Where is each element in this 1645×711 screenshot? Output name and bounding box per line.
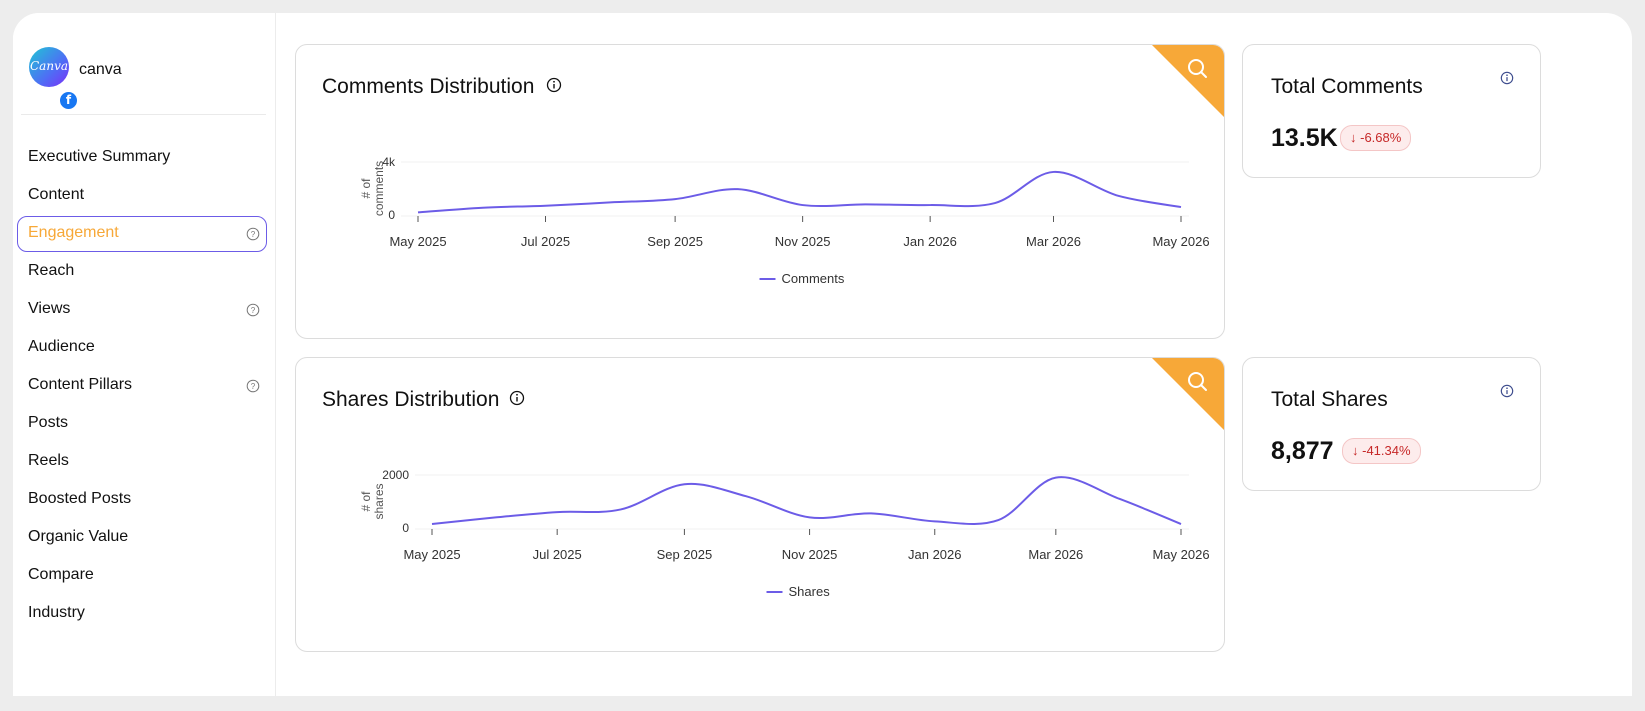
help-icon[interactable]: ?	[246, 303, 260, 317]
sidebar-nav: Executive Summary Content Engagement? Reach…	[17, 140, 267, 634]
help-icon[interactable]: ?	[246, 227, 260, 241]
canva-logo-icon: Canva f	[29, 47, 79, 111]
x-tick-label: May 2026	[1152, 547, 1209, 562]
sidebar-item-views[interactable]: Views?	[17, 292, 267, 328]
sidebar-item-reels[interactable]: Reels	[17, 444, 267, 480]
y-axis-label: # ofshares	[359, 483, 386, 519]
search-icon	[1188, 372, 1207, 391]
sidebar-item-label: Content Pillars	[28, 376, 133, 393]
x-tick-label: Jan 2026	[908, 547, 962, 562]
app-frame: Canva f canva Executive Summary Content En…	[13, 13, 1632, 696]
y-axis-label: # ofcomments	[359, 161, 386, 216]
y-tick-label: 2000	[382, 468, 409, 482]
search-icon	[1188, 59, 1207, 78]
shares-distribution-card: Shares Distribution 0 2000 # ofshares May 2…	[295, 357, 1225, 652]
sidebar-item-label: Engagement	[28, 224, 119, 241]
sidebar-item-label: Industry	[28, 604, 85, 621]
logo-text: Canva	[30, 59, 68, 73]
svg-text:?: ?	[251, 230, 256, 239]
x-tick-label: May 2025	[403, 547, 460, 562]
change-badge: ↓ -6.68%	[1340, 125, 1412, 151]
sidebar-item-executive-summary[interactable]: Executive Summary	[17, 140, 267, 176]
x-tick-label: Jan 2026	[903, 234, 957, 249]
legend-label: Comments	[782, 271, 845, 286]
x-tick-label: Sep 2025	[647, 234, 703, 249]
total-shares-card: Total Shares 8,877 ↓ -41.34%	[1242, 357, 1541, 491]
x-tick-label: Nov 2025	[775, 234, 831, 249]
comments-chart: 0 4k# ofcomments May 2025 Jul 2025 Sep 2025 N…	[359, 155, 1210, 286]
series-line-comments	[417, 170, 1182, 214]
help-icon[interactable]: ?	[246, 379, 260, 393]
sidebar-item-label: Reach	[28, 262, 75, 279]
y-tick-label: 0	[402, 521, 409, 535]
shares-chart: 0 2000# ofshares May 2025 Jul 2025 Sep 2025 N…	[359, 468, 1210, 599]
x-tick-label: Jul 2025	[521, 234, 570, 249]
stat-value: 13.5K	[1271, 124, 1338, 152]
sidebar-item-posts[interactable]: Posts	[17, 406, 267, 442]
info-icon[interactable]	[1500, 384, 1514, 398]
stat-value: 8,877	[1271, 437, 1334, 465]
facebook-icon: f	[58, 90, 79, 111]
info-icon[interactable]	[546, 77, 562, 93]
sidebar-item-label: Executive Summary	[28, 148, 171, 165]
x-tick-label: Mar 2026	[1028, 547, 1083, 562]
card-title: Comments Distribution	[322, 75, 535, 98]
legend-label: Shares	[789, 584, 831, 599]
comments-distribution-card: Comments Distribution 0 4k # ofcomments May…	[295, 44, 1225, 339]
x-tick-label: Sep 2025	[657, 547, 713, 562]
sidebar-item-label: Views	[28, 300, 71, 317]
sidebar-item-label: Audience	[28, 338, 95, 355]
sidebar-item-organic-value[interactable]: Organic Value	[17, 520, 267, 556]
brand-name: canva	[79, 61, 122, 78]
sidebar-item-compare[interactable]: Compare	[17, 558, 267, 594]
sidebar-item-label: Posts	[28, 414, 69, 431]
x-tick-label: Jul 2025	[533, 547, 582, 562]
x-tick-label: May 2025	[389, 234, 446, 249]
x-tick-label: Nov 2025	[782, 547, 838, 562]
sidebar-item-content-pillars[interactable]: Content Pillars?	[17, 368, 267, 404]
zoom-corner-button[interactable]	[1152, 45, 1224, 117]
sidebar-item-boosted-posts[interactable]: Boosted Posts	[17, 482, 267, 518]
sidebar-item-label: Boosted Posts	[28, 490, 132, 507]
sidebar-item-industry[interactable]: Industry	[17, 596, 267, 632]
info-icon[interactable]	[509, 390, 525, 406]
info-icon[interactable]	[1500, 71, 1514, 85]
svg-text:?: ?	[251, 306, 256, 315]
x-tick-label: Mar 2026	[1026, 234, 1081, 249]
sidebar-item-label: Reels	[28, 452, 69, 469]
sidebar-item-audience[interactable]: Audience	[17, 330, 267, 366]
y-tick-label: 0	[388, 208, 395, 222]
total-comments-card: Total Comments 13.5K ↓ -6.68%	[1242, 44, 1541, 178]
sidebar-item-label: Content	[28, 186, 85, 203]
sidebar-item-label: Organic Value	[28, 528, 129, 545]
change-badge: ↓ -41.34%	[1342, 438, 1421, 464]
brand[interactable]: Canva f canva	[21, 33, 261, 111]
zoom-corner-button[interactable]	[1152, 358, 1224, 430]
stat-title: Total Comments	[1271, 75, 1423, 98]
sidebar-item-reach[interactable]: Reach	[17, 254, 267, 290]
sidebar-item-engagement[interactable]: Engagement?	[17, 216, 267, 252]
y-tick-label: 4k	[382, 155, 396, 169]
card-title: Shares Distribution	[322, 388, 500, 411]
sidebar-item-content[interactable]: Content	[17, 178, 267, 214]
x-tick-label: May 2026	[1152, 234, 1209, 249]
stat-title: Total Shares	[1271, 388, 1388, 411]
sidebar-item-label: Compare	[28, 566, 94, 583]
svg-text:?: ?	[251, 382, 256, 391]
series-line-shares	[431, 476, 1182, 526]
sidebar: Canva f canva Executive Summary Content En…	[13, 13, 276, 696]
divider	[21, 114, 266, 115]
